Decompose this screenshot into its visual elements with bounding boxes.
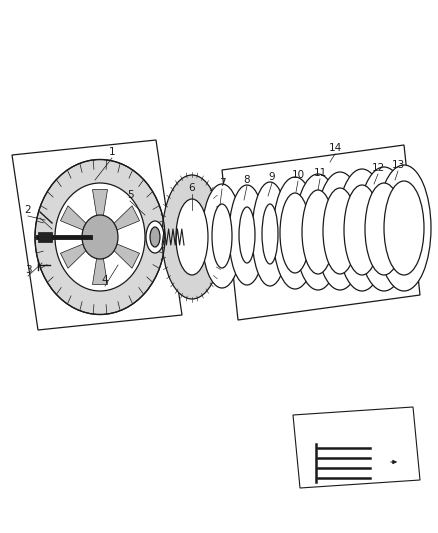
Text: 1: 1	[109, 147, 115, 157]
Ellipse shape	[212, 204, 232, 268]
Polygon shape	[60, 206, 86, 230]
Text: 8: 8	[244, 175, 250, 185]
Text: 13: 13	[392, 160, 405, 170]
Ellipse shape	[239, 207, 255, 263]
Polygon shape	[114, 244, 140, 268]
Polygon shape	[114, 206, 140, 230]
Ellipse shape	[35, 159, 165, 314]
Ellipse shape	[295, 174, 341, 290]
Ellipse shape	[229, 185, 265, 285]
Text: 7: 7	[219, 178, 225, 188]
Text: 11: 11	[313, 168, 327, 178]
Ellipse shape	[252, 182, 288, 286]
Ellipse shape	[384, 181, 424, 275]
Ellipse shape	[82, 215, 118, 259]
Ellipse shape	[302, 190, 334, 274]
Ellipse shape	[146, 221, 164, 253]
Text: 3: 3	[25, 265, 31, 275]
Text: 14: 14	[328, 143, 342, 153]
Ellipse shape	[150, 227, 160, 247]
Text: 10: 10	[291, 170, 304, 180]
Ellipse shape	[344, 185, 380, 275]
Text: 12: 12	[371, 163, 385, 173]
Ellipse shape	[55, 183, 145, 291]
Text: 5: 5	[127, 190, 133, 200]
Ellipse shape	[202, 184, 242, 288]
FancyBboxPatch shape	[38, 232, 52, 242]
Ellipse shape	[358, 167, 410, 291]
Ellipse shape	[337, 169, 387, 291]
Polygon shape	[60, 244, 86, 268]
Text: 4: 4	[102, 275, 108, 285]
Ellipse shape	[273, 177, 317, 289]
Ellipse shape	[262, 204, 278, 264]
Text: 2: 2	[25, 205, 31, 215]
Ellipse shape	[176, 199, 208, 275]
Ellipse shape	[365, 183, 403, 275]
Ellipse shape	[316, 172, 364, 290]
Ellipse shape	[162, 175, 222, 299]
Ellipse shape	[280, 193, 310, 273]
Polygon shape	[92, 189, 107, 216]
Ellipse shape	[377, 165, 431, 291]
Polygon shape	[92, 257, 107, 285]
Text: 9: 9	[268, 172, 276, 182]
Text: 6: 6	[189, 183, 195, 193]
Ellipse shape	[323, 188, 357, 274]
